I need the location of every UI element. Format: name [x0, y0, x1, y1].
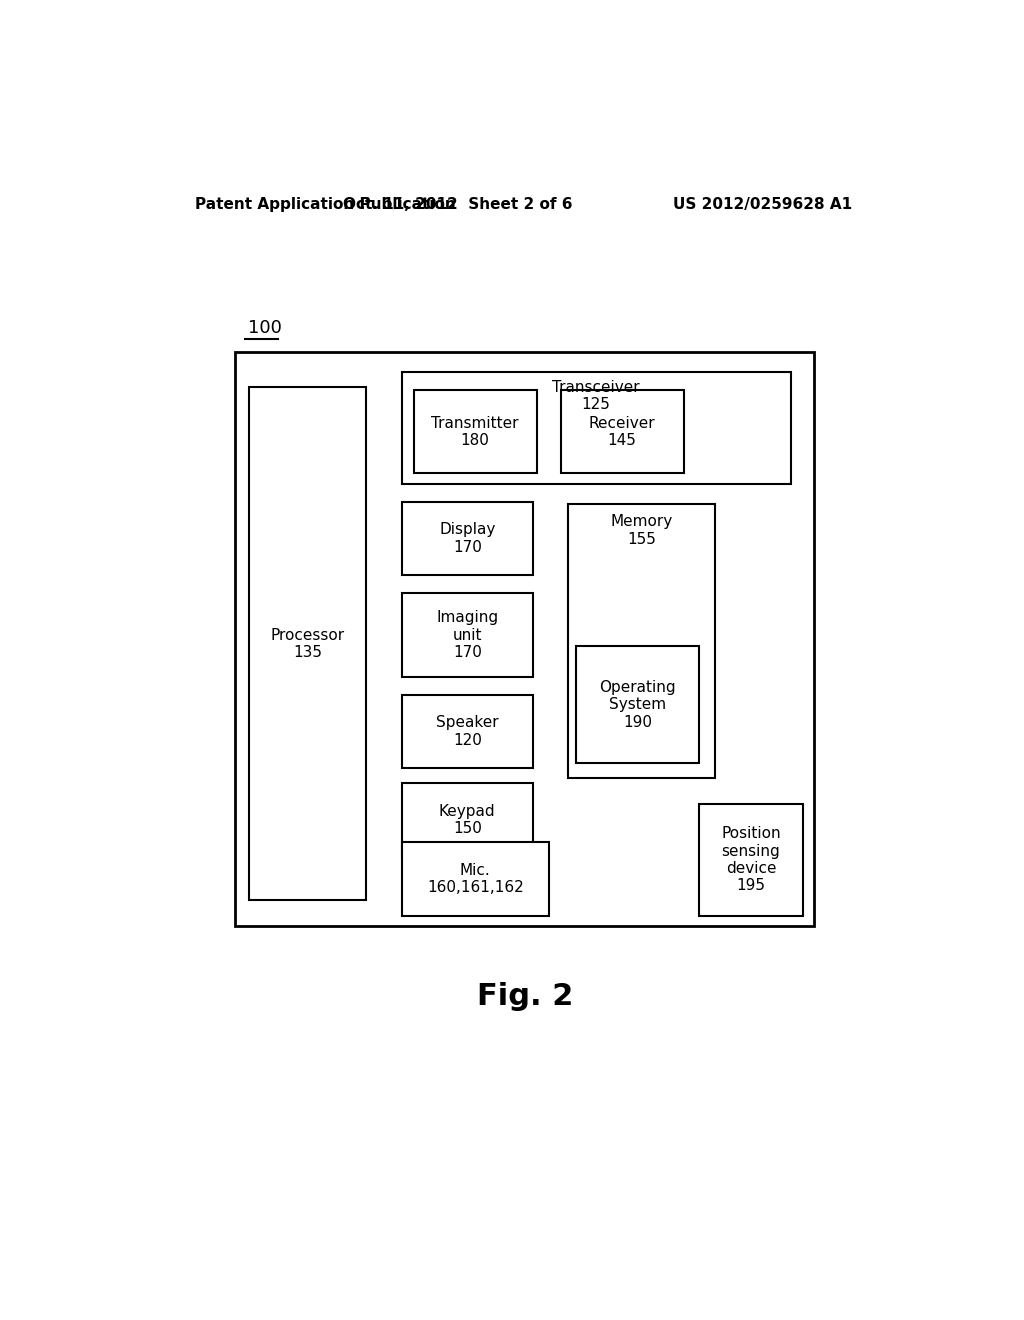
Text: Speaker
120: Speaker 120: [436, 715, 499, 748]
Text: Processor
135: Processor 135: [270, 627, 344, 660]
Text: Display
170: Display 170: [439, 523, 496, 554]
Bar: [249, 387, 367, 900]
Bar: [401, 502, 532, 576]
Text: Position
sensing
device
195: Position sensing device 195: [721, 826, 780, 894]
Text: US 2012/0259628 A1: US 2012/0259628 A1: [674, 197, 852, 211]
Text: Transmitter
180: Transmitter 180: [431, 416, 519, 447]
Text: Imaging
unit
170: Imaging unit 170: [436, 610, 499, 660]
Text: Mic.
160,161,162: Mic. 160,161,162: [427, 863, 523, 895]
Text: 100: 100: [248, 319, 282, 338]
Text: Operating
System
190: Operating System 190: [600, 680, 676, 730]
Text: Receiver
145: Receiver 145: [589, 416, 655, 447]
Bar: [577, 647, 699, 763]
Bar: [401, 842, 549, 916]
Bar: [560, 391, 684, 474]
Bar: [236, 351, 814, 925]
Text: Memory
155: Memory 155: [610, 515, 673, 546]
Bar: [699, 804, 803, 916]
Bar: [401, 372, 791, 483]
Text: Fig. 2: Fig. 2: [476, 982, 573, 1011]
Text: Oct. 11, 2012  Sheet 2 of 6: Oct. 11, 2012 Sheet 2 of 6: [343, 197, 572, 211]
Bar: [414, 391, 537, 474]
Text: Transceiver
125: Transceiver 125: [552, 380, 640, 412]
Text: Patent Application Publication: Patent Application Publication: [196, 197, 457, 211]
Bar: [401, 784, 532, 857]
Text: Keypad
150: Keypad 150: [439, 804, 496, 837]
Bar: [568, 504, 715, 779]
Bar: [401, 594, 532, 677]
Bar: [401, 696, 532, 768]
